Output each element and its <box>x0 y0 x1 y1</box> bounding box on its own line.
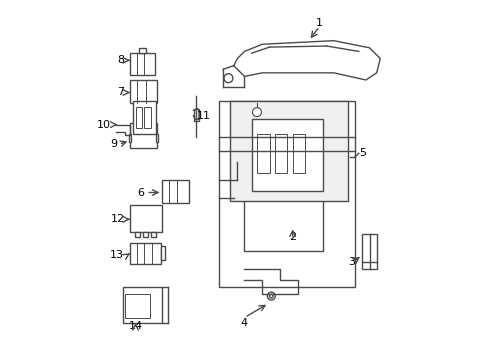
Bar <box>219 102 354 287</box>
Text: 8: 8 <box>118 55 124 65</box>
Text: 11: 11 <box>196 111 210 121</box>
Bar <box>130 123 157 148</box>
Bar <box>135 232 140 237</box>
Text: 10: 10 <box>96 120 110 130</box>
Bar <box>130 80 157 103</box>
Text: 13: 13 <box>110 250 124 260</box>
Text: 3: 3 <box>347 257 354 267</box>
Ellipse shape <box>267 292 275 300</box>
Bar <box>160 246 164 260</box>
Bar <box>129 134 131 143</box>
Bar <box>130 205 162 232</box>
Ellipse shape <box>224 74 232 83</box>
Bar <box>162 180 189 203</box>
Text: 12: 12 <box>110 214 124 224</box>
Bar <box>139 48 146 53</box>
Ellipse shape <box>252 108 261 117</box>
Bar <box>130 53 155 75</box>
Bar <box>124 294 149 318</box>
Bar <box>156 134 158 143</box>
Bar <box>144 107 151 128</box>
Ellipse shape <box>269 294 272 298</box>
Text: 1: 1 <box>315 18 323 28</box>
Bar <box>362 234 376 269</box>
Text: 9: 9 <box>110 139 118 149</box>
Bar <box>130 243 160 264</box>
Bar <box>193 109 199 121</box>
Text: 5: 5 <box>358 148 365 158</box>
Bar <box>230 102 347 202</box>
Bar <box>292 134 305 173</box>
Bar <box>142 232 148 237</box>
Text: 2: 2 <box>288 232 296 242</box>
Text: 4: 4 <box>241 318 247 328</box>
Bar <box>244 162 323 251</box>
Bar <box>150 232 156 237</box>
Bar <box>274 134 287 173</box>
Bar <box>251 119 323 191</box>
Bar <box>257 134 269 173</box>
Bar <box>135 107 142 128</box>
Text: 7: 7 <box>117 87 124 98</box>
Text: 6: 6 <box>137 188 144 198</box>
Bar <box>123 287 162 323</box>
Text: 14: 14 <box>128 321 142 332</box>
Bar <box>133 102 156 134</box>
